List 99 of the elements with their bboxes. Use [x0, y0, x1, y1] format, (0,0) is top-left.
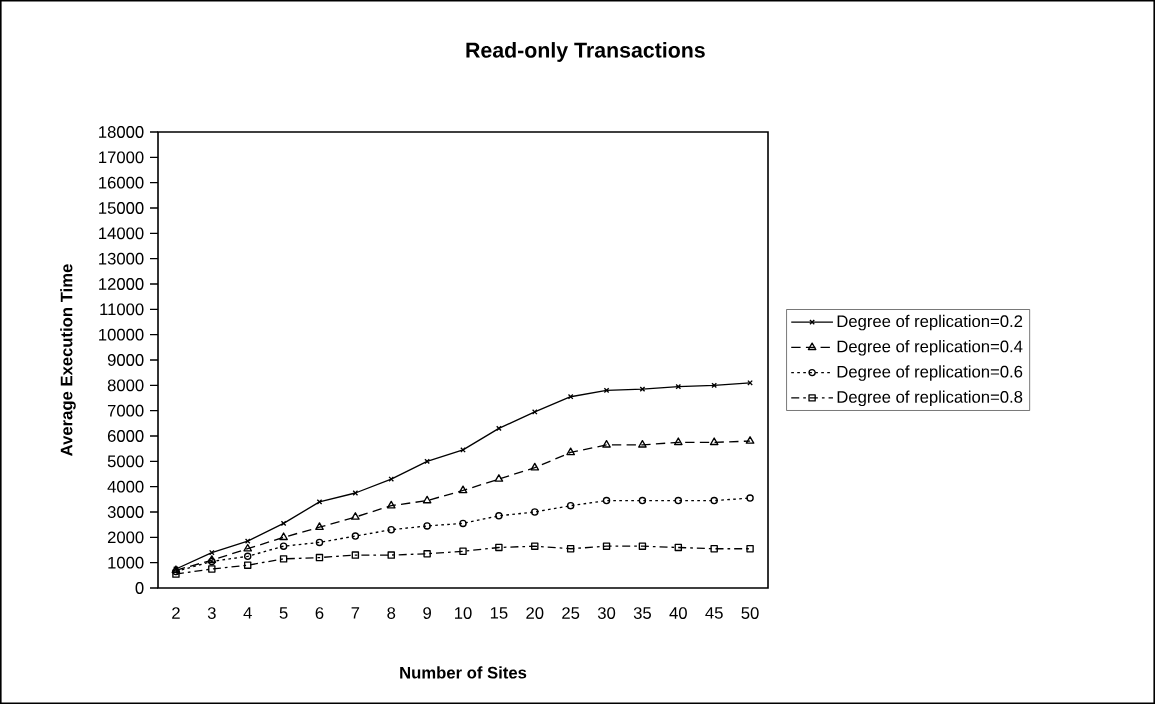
point [315, 522, 324, 530]
y-tick-label: 13000 [99, 252, 144, 265]
x-tick-label: 7 [351, 607, 360, 619]
y-tick-label: 7000 [107, 404, 144, 417]
point [387, 526, 395, 534]
y-tick-label: 14000 [99, 227, 144, 240]
point [603, 387, 610, 394]
legend-label: Degree of replication=0.2 [837, 314, 1023, 331]
point [710, 545, 718, 553]
x-tick-label: 35 [633, 607, 651, 619]
point [387, 551, 395, 559]
y-tick-label: 16000 [99, 176, 144, 189]
y-tick-label: 0 [135, 582, 144, 594]
x-tick-label: 8 [387, 607, 396, 619]
point [530, 462, 540, 471]
y-tick-label: 3000 [107, 506, 144, 518]
point [531, 542, 539, 550]
point [494, 474, 504, 482]
x-tick-label: 5 [279, 607, 288, 619]
point [746, 494, 754, 502]
x-tick-label: 15 [490, 607, 508, 619]
point [423, 550, 431, 558]
point [638, 542, 647, 550]
y-tick-label: 15000 [99, 202, 144, 214]
point [279, 542, 288, 550]
y-tick-label: 11000 [100, 303, 144, 316]
x-tick-label: 25 [562, 607, 580, 619]
y-tick-label: 9000 [107, 354, 144, 366]
x-tick-label: 45 [705, 607, 723, 619]
point [458, 485, 468, 494]
point [315, 538, 324, 547]
y-tick-label: 17000 [99, 151, 144, 164]
point [675, 383, 682, 390]
point [315, 553, 324, 562]
point [316, 499, 323, 505]
y-tick-label: 6000 [107, 430, 144, 442]
x-tick-label: 9 [423, 607, 431, 619]
point [424, 458, 430, 465]
point [566, 447, 576, 456]
x-tick-label: 4 [243, 607, 252, 619]
point [710, 496, 718, 505]
point [638, 496, 647, 505]
point [709, 437, 719, 446]
point [422, 495, 432, 504]
legend-label: Degree of replication=0.6 [837, 365, 1023, 381]
point [638, 439, 647, 448]
point [602, 542, 611, 550]
point [674, 543, 683, 552]
point [243, 561, 252, 569]
point [388, 476, 395, 482]
point [531, 508, 539, 516]
point [602, 496, 611, 505]
point [423, 522, 431, 530]
x-tick-label: 3 [207, 607, 216, 619]
point [460, 447, 466, 453]
y-tick-label: 1000 [108, 556, 144, 569]
point [208, 565, 216, 573]
point [745, 436, 755, 444]
point [639, 386, 646, 392]
x-tick-label: 30 [597, 607, 616, 619]
point [495, 512, 503, 520]
y-tick-label: 10000 [99, 328, 144, 341]
point [459, 547, 467, 555]
point [279, 555, 288, 563]
point [351, 512, 360, 520]
point [243, 552, 252, 561]
point [746, 545, 754, 553]
y-tick-label: 4000 [107, 480, 144, 493]
y-tick-label: 18000 [99, 126, 144, 138]
x-tick-label: 10 [455, 607, 472, 619]
point [531, 409, 538, 415]
x-tick-label: 2 [172, 607, 180, 619]
legend-label: Degree of replication=0.8 [837, 390, 1023, 407]
point [711, 382, 718, 389]
x-tick-label: 50 [741, 607, 759, 619]
point [351, 532, 360, 540]
point [459, 519, 467, 528]
point [351, 551, 360, 559]
point [602, 439, 611, 448]
point [386, 500, 396, 509]
chart-title: Read-only Transactions [466, 42, 705, 62]
y-tick-label: 12000 [99, 278, 144, 290]
x-tick-label: 20 [526, 607, 544, 619]
point [673, 437, 683, 446]
point [496, 425, 502, 432]
y-tick-label: 2000 [107, 531, 144, 544]
legend-label: Degree of replication=0.4 [837, 340, 1023, 356]
y-tick-label: 8000 [107, 379, 144, 392]
point [567, 393, 574, 400]
point [566, 501, 575, 510]
y-axis-title: Average Execution Time [60, 264, 76, 456]
point [279, 532, 288, 541]
x-tick-label: 40 [669, 607, 687, 619]
x-axis-title: Number of Sites [400, 666, 527, 679]
x-tick-label: 6 [315, 607, 324, 619]
y-tick-label: 5000 [107, 455, 144, 468]
point [495, 543, 503, 552]
point [674, 496, 683, 505]
point [566, 545, 575, 553]
